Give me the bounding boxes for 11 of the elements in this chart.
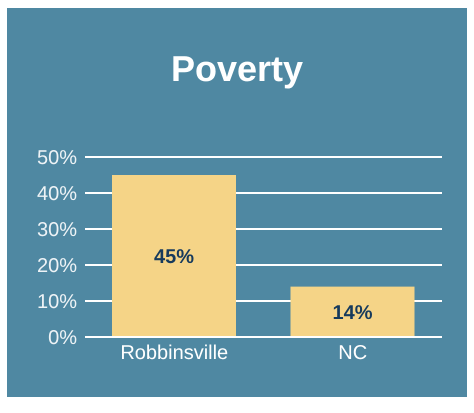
y-tick-label: 50% xyxy=(36,147,78,170)
x-tick-label: Robbinsville xyxy=(120,342,228,364)
y-tick-label: 20% xyxy=(36,255,78,278)
y-tick-label: 40% xyxy=(36,183,78,206)
chart-title: Poverty xyxy=(170,48,304,90)
y-tick-label: 0% xyxy=(48,327,78,350)
data-label: 14% xyxy=(332,302,373,324)
data-label: 45% xyxy=(154,246,194,268)
y-tick-label: 10% xyxy=(36,291,78,314)
x-tick-label: NC xyxy=(338,342,368,364)
y-tick-label: 30% xyxy=(36,219,78,242)
